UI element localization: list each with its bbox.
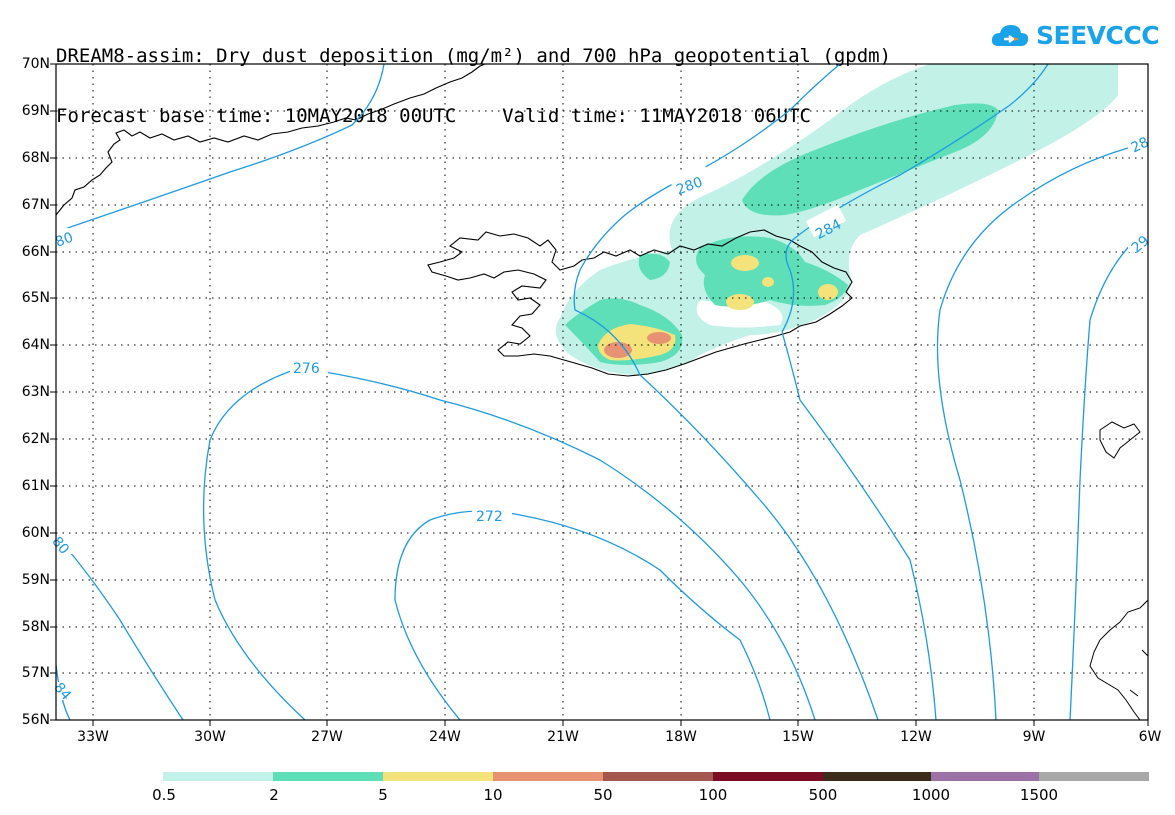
- lat-label: 70N: [21, 56, 50, 72]
- scotland-coastline: [1089, 599, 1148, 720]
- lat-label: 56N: [21, 712, 50, 728]
- lat-label: 61N: [21, 478, 50, 494]
- lat-label: 60N: [21, 525, 50, 541]
- faroe-coastline: [1099, 421, 1141, 459]
- legend-swatch: [1039, 772, 1149, 781]
- lon-label: 15W: [782, 729, 814, 745]
- lat-label: 62N: [21, 431, 50, 447]
- lat-label: 58N: [21, 619, 50, 635]
- legend-label: 1500: [1019, 786, 1059, 804]
- legend-label: 10: [483, 786, 503, 804]
- lon-label: 27W: [311, 729, 343, 745]
- contour-label: 276: [293, 361, 320, 377]
- seevccc-logo: SEEVCCC: [990, 20, 1160, 50]
- legend-label: 2: [269, 786, 279, 804]
- lon-label: 6W: [1138, 729, 1162, 745]
- dust-region-very-high-2: [647, 332, 671, 344]
- legend-swatch: [273, 772, 383, 781]
- lat-label: 59N: [21, 572, 50, 588]
- lat-label: 67N: [21, 197, 50, 213]
- dust-region-high-2: [731, 255, 759, 271]
- graticule: [56, 64, 1148, 720]
- lat-label: 57N: [21, 665, 50, 681]
- legend-label: 0.5: [152, 786, 176, 804]
- dust-region-medium-3: [696, 236, 848, 307]
- lon-label: 33W: [77, 729, 109, 745]
- legend-label: 5: [378, 786, 388, 804]
- dust-region-medium: [742, 103, 998, 216]
- cloud-icon: [991, 25, 1029, 46]
- logo-text: SEEVCCC: [1036, 20, 1160, 50]
- lat-label: 65N: [21, 290, 50, 306]
- legend-swatch: [163, 772, 273, 781]
- geopotential-contours: [56, 64, 1136, 720]
- lon-label: 30W: [194, 729, 226, 745]
- legend-swatch: [823, 772, 931, 781]
- legend-swatch: [603, 772, 713, 781]
- iceland-coastline: [427, 229, 853, 377]
- title-line-1: DREAM8-assim: Dry dust deposition (mg/m²…: [56, 45, 892, 67]
- legend-swatch: [713, 772, 823, 781]
- dust-region-high-4: [818, 284, 838, 300]
- lon-label: 21W: [547, 729, 579, 745]
- lon-label: 9W: [1022, 729, 1046, 745]
- greenland-coastline: [56, 64, 486, 216]
- contour-label: 80: [53, 230, 75, 251]
- dust-region-very-high: [604, 342, 632, 358]
- legend-label: 500: [808, 786, 838, 804]
- axis-ticks: [50, 63, 1149, 726]
- legend-swatch: [383, 772, 493, 781]
- contour-label: 272: [476, 509, 503, 525]
- dust-region-high-5: [762, 277, 774, 287]
- lat-label: 68N: [21, 150, 50, 166]
- legend-label: 1000: [911, 786, 951, 804]
- chart-title: DREAM8-assim: Dry dust deposition (mg/m²…: [56, 6, 891, 146]
- legend-label: 100: [698, 786, 728, 804]
- lat-label: 69N: [21, 103, 50, 119]
- dust-region-high-3: [726, 294, 754, 310]
- lat-label: 66N: [21, 244, 50, 260]
- dust-region-medium-4: [638, 253, 670, 280]
- lon-label: 24W: [429, 729, 461, 745]
- lat-label: 63N: [21, 384, 50, 400]
- dust-region-low-2: [696, 300, 783, 328]
- legend-swatch: [493, 772, 603, 781]
- legend-swatch: [931, 772, 1039, 781]
- contour-label: 28: [1129, 134, 1152, 156]
- lon-label: 18W: [665, 729, 697, 745]
- lat-label: 64N: [21, 337, 50, 353]
- lon-label: 12W: [900, 729, 932, 745]
- legend-label: 50: [593, 786, 613, 804]
